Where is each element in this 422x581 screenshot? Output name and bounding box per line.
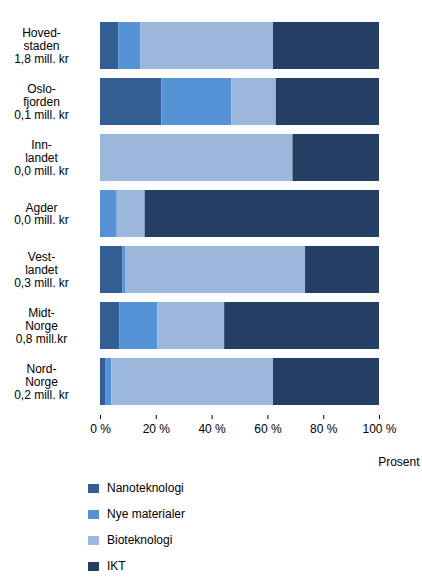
svg-text:Nord-Norge0,2 mill. kr: Nord-Norge0,2 mill. kr (14, 362, 69, 401)
html-text:Nye materialer: Nye materialer (107, 507, 185, 521)
svg-text:Midt-Norge0,8 mill.kr: Midt-Norge0,8 mill.kr (16, 306, 67, 345)
svg-text:Inn-landet0,0 mill. kr: Inn-landet0,0 mill. kr (14, 138, 69, 177)
svg-text:40 %: 40 % (198, 422, 226, 436)
svg-text:Agder0,0 mill. kr: Agder0,0 mill. kr (14, 201, 69, 228)
svg-text:60 %: 60 % (254, 422, 282, 436)
svg-text:Hoved-staden1,8 mill. kr: Hoved-staden1,8 mill. kr (14, 26, 69, 65)
html-text:IKT: IKT (107, 559, 126, 573)
svg-text:0 %: 0 % (90, 422, 111, 436)
svg-text:100 %: 100 % (362, 422, 396, 436)
svg-text:Prosent: Prosent (378, 455, 420, 469)
html-text:Nanoteknologi: Nanoteknologi (107, 481, 184, 495)
svg-text:20 %: 20 % (143, 422, 171, 436)
svg-text:Vest-landet0,3 mill. kr: Vest-landet0,3 mill. kr (14, 250, 69, 289)
html-text:Bioteknologi: Bioteknologi (107, 533, 173, 547)
svg-text:Oslo-fjorden0,1 mill. kr: Oslo-fjorden0,1 mill. kr (14, 82, 69, 121)
svg-text:80 %: 80 % (310, 422, 338, 436)
